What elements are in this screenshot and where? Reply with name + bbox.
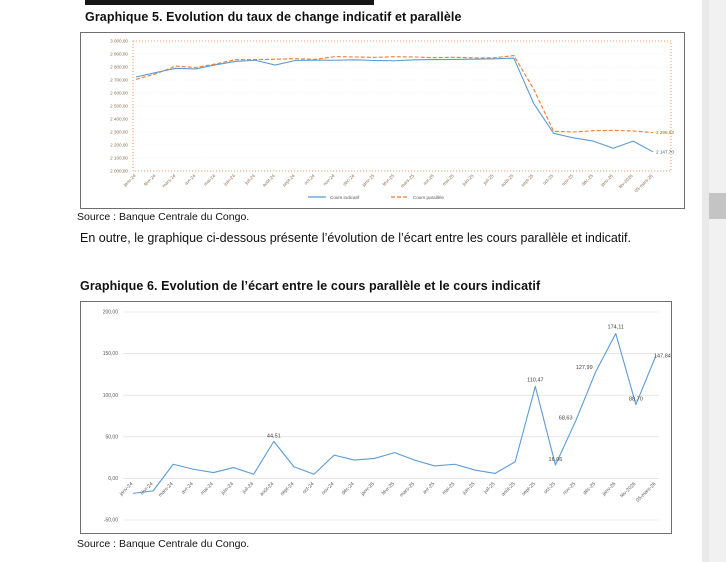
svg-text:sept-24: sept-24 (279, 481, 295, 497)
svg-text:déc-24: déc-24 (341, 481, 356, 496)
svg-text:juil-25: juil-25 (482, 173, 495, 186)
svg-text:déc-25: déc-25 (581, 173, 595, 187)
svg-text:2 295,63: 2 295,63 (656, 130, 674, 135)
graphique-6-source: Source : Banque Centrale du Congo. (77, 538, 250, 550)
svg-text:sept-25: sept-25 (521, 481, 537, 497)
svg-text:oct-24: oct-24 (303, 173, 316, 186)
svg-text:Cours parallèle: Cours parallèle (413, 195, 444, 200)
svg-text:174,11: 174,11 (608, 325, 624, 331)
svg-text:févr-24: févr-24 (143, 173, 157, 187)
graphique-6-chart-canvas: 200,00 150,00 100,00 50,00 0,00 -50,00 janv-24… (103, 310, 671, 524)
svg-text:2 400,00: 2 400,00 (110, 117, 128, 122)
svg-text:août-24: août-24 (259, 481, 275, 497)
svg-text:avr-25: avr-25 (422, 481, 436, 495)
svg-text:88,70: 88,70 (629, 397, 643, 403)
svg-text:janv-24: janv-24 (122, 173, 137, 188)
svg-text:juil-24: juil-24 (243, 173, 256, 186)
graphique-5-chart-canvas: 3 000,00 2 900,00 2 800,00 2 700,00 2 600,00… (110, 39, 674, 200)
svg-text:juin-25: juin-25 (461, 173, 475, 187)
svg-text:200,00: 200,00 (103, 310, 119, 316)
svg-text:août-24: août-24 (261, 173, 276, 188)
vertical-scrollbar-track[interactable] (709, 0, 726, 562)
svg-text:déc-25: déc-25 (582, 481, 597, 496)
svg-text:110,47: 110,47 (527, 377, 543, 383)
svg-text:août-25: août-25 (500, 481, 516, 497)
svg-text:100,00: 100,00 (103, 393, 119, 399)
svg-text:mars-24: mars-24 (157, 481, 174, 498)
svg-text:2 800,00: 2 800,00 (110, 65, 128, 70)
svg-text:sept-25: sept-25 (520, 173, 535, 188)
svg-text:mai-25: mai-25 (441, 173, 455, 187)
svg-text:nov-25: nov-25 (561, 173, 575, 187)
svg-text:44,51: 44,51 (267, 433, 281, 439)
svg-text:déc-24: déc-24 (342, 173, 356, 187)
svg-text:janv-26: janv-26 (601, 481, 618, 498)
svg-text:oct-25: oct-25 (542, 173, 555, 186)
svg-text:nov-24: nov-24 (321, 481, 336, 496)
svg-text:05-mars-26: 05-mars-26 (634, 173, 654, 193)
top-black-bar (85, 0, 374, 5)
svg-text:avr-24: avr-24 (184, 173, 197, 186)
svg-text:50,00: 50,00 (105, 434, 118, 440)
svg-text:avr-24: avr-24 (180, 481, 194, 495)
svg-text:sept-24: sept-24 (281, 173, 296, 188)
svg-text:05-mars-26: 05-mars-26 (635, 481, 657, 503)
svg-text:juil-25: juil-25 (482, 481, 497, 496)
body-paragraph: En outre, le graphique ci-dessous présen… (80, 231, 632, 245)
vertical-scrollbar-thumb[interactable] (709, 193, 726, 219)
svg-text:68,63: 68,63 (559, 415, 573, 421)
svg-text:févr-25: févr-25 (382, 173, 396, 187)
svg-text:mai-24: mai-24 (203, 173, 217, 187)
svg-text:2 147,70: 2 147,70 (656, 149, 674, 154)
svg-text:janv-24: janv-24 (118, 481, 135, 498)
content-scrollbar-divider (702, 0, 709, 562)
svg-text:juin-25: juin-25 (461, 481, 477, 497)
svg-text:127,99: 127,99 (576, 365, 593, 371)
svg-text:juin-24: juin-24 (222, 173, 236, 187)
svg-text:fév-2026: fév-2026 (619, 481, 637, 499)
svg-text:avr-25: avr-25 (422, 173, 435, 186)
svg-text:août-25: août-25 (500, 173, 515, 188)
svg-text:16,06: 16,06 (549, 457, 563, 463)
graphique-5-chart: 3 000,00 2 900,00 2 800,00 2 700,00 2 600,00… (80, 32, 685, 209)
svg-text:147,84: 147,84 (654, 353, 671, 359)
svg-text:mai-25: mai-25 (441, 481, 456, 496)
svg-text:juil-24: juil-24 (241, 481, 256, 496)
svg-text:mars-24: mars-24 (161, 173, 177, 189)
graphique-6-chart: 200,00 150,00 100,00 50,00 0,00 -50,00 janv-24… (80, 301, 672, 534)
svg-text:fév-2026: fév-2026 (618, 173, 634, 189)
graphique-6-title: Graphique 6. Evolution de l’écart entre … (80, 279, 541, 293)
svg-text:2 900,00: 2 900,00 (110, 52, 128, 57)
svg-text:2 600,00: 2 600,00 (110, 91, 128, 96)
graphique-5-title: Graphique 5. Evolution du taux de change… (85, 10, 462, 24)
svg-text:150,00: 150,00 (103, 351, 119, 357)
svg-text:2 700,00: 2 700,00 (110, 78, 128, 83)
svg-text:-50,00: -50,00 (104, 518, 118, 524)
svg-text:févr-24: févr-24 (139, 481, 154, 496)
svg-text:janv-25: janv-25 (359, 481, 376, 498)
svg-text:mai-24: mai-24 (200, 481, 215, 496)
svg-text:2 300,00: 2 300,00 (110, 130, 128, 135)
svg-text:0,00: 0,00 (108, 476, 118, 482)
svg-text:2 200,00: 2 200,00 (110, 143, 128, 148)
svg-text:2 100,00: 2 100,00 (110, 156, 128, 161)
svg-text:Cours indicatif: Cours indicatif (330, 195, 360, 200)
svg-text:févr-25: févr-25 (381, 481, 396, 496)
svg-text:nov-25: nov-25 (562, 481, 577, 496)
graphique-5-source: Source : Banque Centrale du Congo. (77, 211, 250, 223)
svg-text:janv-25: janv-25 (360, 173, 375, 188)
svg-text:2 500,00: 2 500,00 (110, 104, 128, 109)
svg-text:mars-25: mars-25 (400, 173, 416, 189)
svg-text:3 000,00: 3 000,00 (110, 39, 128, 44)
svg-text:nov-24: nov-24 (322, 173, 336, 187)
svg-text:mars-25: mars-25 (399, 481, 416, 498)
svg-text:oct-25: oct-25 (543, 481, 557, 495)
svg-text:2 000,00: 2 000,00 (110, 169, 128, 174)
svg-text:juin-24: juin-24 (219, 481, 235, 497)
svg-text:janv-26: janv-26 (599, 173, 614, 188)
svg-text:oct-24: oct-24 (301, 481, 315, 495)
